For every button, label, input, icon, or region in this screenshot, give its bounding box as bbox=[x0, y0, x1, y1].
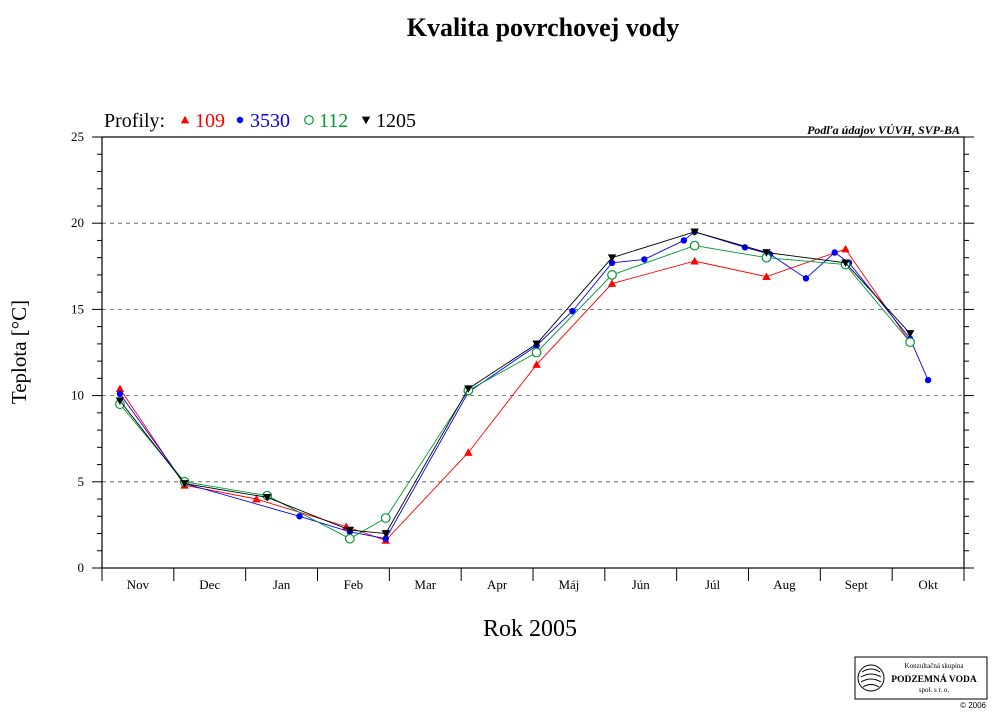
data-point bbox=[841, 259, 850, 268]
x-tick-label: Sept bbox=[845, 577, 869, 592]
data-point bbox=[252, 494, 261, 503]
data-point bbox=[115, 384, 125, 393]
y-axis: 0 5 10 15 20 25 bbox=[71, 129, 974, 575]
series-1205 bbox=[115, 228, 915, 538]
legend-label: 1205 bbox=[376, 110, 416, 132]
legend: Profily: 109 3530 112 1205 bbox=[104, 110, 416, 132]
data-point bbox=[464, 385, 473, 393]
series-line bbox=[119, 231, 911, 534]
data-point bbox=[464, 448, 473, 456]
y-tick-label: 20 bbox=[71, 215, 84, 230]
data-point bbox=[180, 480, 189, 488]
legend-label: 109 bbox=[195, 110, 225, 132]
y-tick-label: 0 bbox=[78, 560, 85, 575]
data-point bbox=[802, 275, 810, 282]
data-point bbox=[690, 256, 699, 265]
data-point bbox=[344, 533, 355, 544]
logo-line1: Konzultačná skupina bbox=[905, 662, 965, 670]
data-point bbox=[831, 249, 838, 256]
series-layer bbox=[115, 228, 932, 544]
legend-item: 1205 bbox=[361, 110, 416, 132]
legend-item: 109 bbox=[180, 110, 225, 132]
data-point bbox=[641, 256, 648, 263]
data-point bbox=[345, 526, 355, 535]
data-point bbox=[531, 347, 542, 358]
data-point bbox=[381, 530, 390, 538]
y-tick-label: 15 bbox=[71, 301, 84, 316]
data-point bbox=[762, 272, 771, 281]
data-point bbox=[382, 535, 389, 542]
x-tick-label: Máj bbox=[558, 577, 579, 592]
data-point bbox=[762, 249, 771, 257]
logo-line2: PODZEMNÁ VODA bbox=[891, 673, 977, 685]
copyright-text: © 2006 bbox=[960, 701, 986, 710]
legend-marker bbox=[236, 116, 244, 124]
x-tick-label: Jún bbox=[632, 577, 651, 592]
series-109 bbox=[115, 244, 915, 544]
legend-marker bbox=[304, 115, 314, 125]
x-axis: Nov Dec Jan Feb Mar Apr Máj Jún Júl Aug Sept Okt bbox=[101, 568, 965, 592]
legend-marker bbox=[180, 115, 190, 124]
legend-label: 3530 bbox=[250, 110, 290, 132]
legend-item: 112 bbox=[304, 110, 348, 132]
data-point bbox=[532, 360, 541, 368]
x-tick-label: Júl bbox=[705, 577, 721, 592]
data-point bbox=[924, 376, 932, 384]
legend-label: 112 bbox=[319, 110, 348, 132]
y-tick-label: 25 bbox=[71, 129, 84, 144]
y-axis-title: Teplota [°C] bbox=[7, 300, 31, 404]
company-logo: Konzultačná skupina PODZEMNÁ VODA spol. … bbox=[854, 656, 988, 710]
data-point bbox=[607, 270, 617, 280]
y-tick-label: 10 bbox=[71, 388, 84, 403]
data-point bbox=[116, 390, 124, 398]
data-point bbox=[607, 254, 617, 262]
legend-item: 3530 bbox=[236, 110, 290, 132]
data-point bbox=[680, 237, 688, 244]
data-point bbox=[296, 513, 303, 520]
x-tick-label: Aug bbox=[773, 577, 796, 592]
data-point bbox=[115, 397, 125, 405]
data-point bbox=[690, 228, 699, 237]
data-point bbox=[607, 279, 617, 287]
water-drop-icon bbox=[857, 664, 885, 692]
x-tick-label: Dec bbox=[199, 577, 220, 592]
source-note: Podľa údajov VÚVH, SVP-BA bbox=[807, 123, 960, 137]
series-3530 bbox=[116, 228, 932, 542]
y-tick-label: 5 bbox=[78, 474, 85, 489]
series-line bbox=[119, 245, 911, 540]
x-tick-label: Nov bbox=[127, 577, 150, 592]
data-point bbox=[905, 330, 915, 338]
series-line bbox=[119, 248, 911, 541]
logo-frame bbox=[854, 656, 988, 700]
data-point bbox=[263, 493, 272, 502]
data-point bbox=[532, 340, 541, 349]
chart-title: Kvalita povrchovej vody bbox=[407, 13, 680, 42]
data-point bbox=[905, 337, 916, 348]
data-point bbox=[608, 259, 616, 267]
x-axis-title: Rok 2005 bbox=[483, 616, 577, 642]
x-tick-label: Jan bbox=[273, 577, 291, 592]
data-point bbox=[569, 307, 576, 315]
data-point bbox=[689, 240, 700, 251]
x-tick-label: Feb bbox=[344, 577, 364, 592]
x-tick-label: Apr bbox=[487, 577, 508, 592]
legend-marker bbox=[361, 116, 371, 125]
data-point bbox=[380, 513, 391, 523]
x-tick-label: Mar bbox=[414, 577, 436, 592]
data-point bbox=[841, 244, 850, 253]
legend-title: Profily: bbox=[104, 110, 165, 132]
x-tick-label: Okt bbox=[918, 577, 938, 592]
logo-line3: spol. s r. o. bbox=[919, 686, 950, 694]
